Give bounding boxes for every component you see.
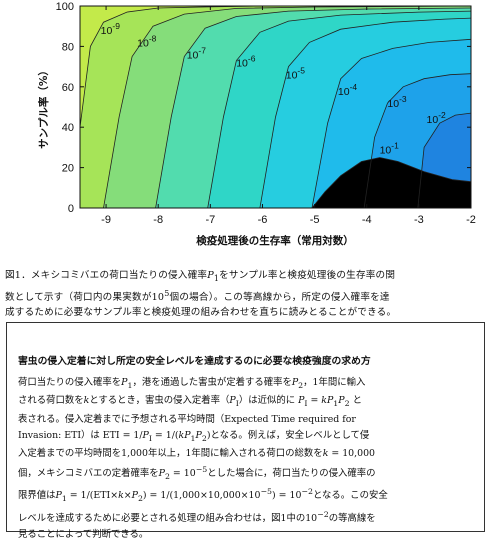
box-line: 荷口当たりの侵入確率をP1，港を通過した害虫が定着する確率をP2，1年間に輸入 — [18, 377, 366, 390]
contour-line — [103, 6, 471, 208]
contour-line — [259, 17, 471, 208]
contour-line — [207, 10, 471, 208]
x-tick-label: -3 — [414, 214, 424, 226]
box-line: 個，メキシコミバエの定着確率をP2 = 10−5とした場合に，荷口当たりの侵入確… — [18, 464, 376, 481]
contour-line — [417, 112, 471, 208]
caption-line-3: 成するために必要なサンプル率と検疫処理の組み合わせを直ちに読みとることができる。 — [5, 307, 397, 319]
contour-figure: -9 -8 -7 -6 -5 -4 -3 -2 0 20 40 60 80 100 10-9 10-8 10… — [0, 0, 493, 268]
contour-label: 10-7 — [187, 45, 207, 61]
y-tick-label: 100 — [56, 1, 74, 13]
x-tick-label: -6 — [258, 214, 268, 226]
x-tick-label: -9 — [101, 214, 111, 226]
box-line: される荷口数をkとするとき，害虫の侵入定着率（PI）は近似的に PI = kP1… — [18, 395, 362, 409]
caption-line-2: 数として示す（荷口内の果実数が105個の場合）。この等高線から，所定の侵入確率を… — [5, 288, 390, 304]
box-line: 表される。侵入定着までに予想される平均時間（Expected Time requ… — [18, 413, 356, 425]
contour-region-fill — [312, 157, 471, 208]
y-tick-label: 40 — [62, 122, 74, 134]
y-tick-label: 20 — [62, 163, 74, 175]
contour-label: 10-3 — [387, 94, 407, 110]
x-tick-label: -2 — [466, 214, 476, 226]
box-line: 入定着までの平均時間を1,000年以上，1年間に輸入される荷口の総数をk = 1… — [18, 448, 375, 459]
x-axis-title: 検疫処理後の生存率（常用対数） — [196, 234, 354, 247]
y-axis-title: サンプル率（%） — [37, 65, 50, 149]
x-tick-label: -8 — [153, 214, 163, 226]
plot-frame — [79, 5, 472, 209]
caption-line-1: 図1．メキシコミバエの荷口当たりの侵入確率P1をサンプル率と検疫処理後の生存率の… — [5, 270, 396, 283]
contour-label: 10-4 — [338, 82, 358, 98]
contour-label: 10-6 — [236, 54, 256, 70]
contour-line — [311, 157, 471, 208]
contour-line — [155, 7, 471, 208]
y-tick-label: 0 — [68, 203, 74, 215]
box-line: Invasion: ETI）は ETI = 1/PI = 1/(kP1P2)とな… — [18, 429, 370, 443]
contour-label: 10-5 — [286, 66, 306, 82]
box-title: 害虫の侵入定着に対し所定の安全レベルを達成するのに必要な検疫強度の求め方 — [18, 356, 371, 367]
contour-chart: -9 -8 -7 -6 -5 -4 -3 -2 0 20 40 60 80 100 10-9 10-8 10… — [37, 1, 476, 247]
contour-label: 10-8 — [137, 33, 157, 49]
contour-line — [363, 73, 471, 208]
figure-caption: 図1．メキシコミバエの荷口当たりの侵入確率P1をサンプル率と検疫処理後の生存率の… — [5, 268, 488, 320]
box-line: 見ることによって判断できる。 — [18, 528, 149, 540]
x-tick-label: -7 — [205, 214, 215, 226]
x-tick-label: -5 — [310, 214, 320, 226]
y-tick-label: 60 — [62, 82, 74, 94]
box-line: 限界値はP1 = 1/(ETI×k×P2) = 1/(1,000×10,000×… — [18, 487, 388, 504]
contour-label: 10-2 — [427, 110, 447, 126]
y-tick-label: 80 — [62, 41, 74, 53]
x-tick-label: -4 — [362, 214, 372, 226]
contour-label: 10-9 — [101, 21, 121, 37]
contour-line — [311, 38, 471, 208]
explanation-box: 害虫の侵入定着に対し所定の安全レベルを達成するのに必要な検疫強度の求め方 荷口当… — [6, 322, 485, 540]
box-line: レベルを達成するために必要とされる処理の組み合わせは，図1中の10−2の等高線を — [18, 509, 376, 524]
box-body: 荷口当たりの侵入確率をP1，港を通過した害虫が定着する確率をP2，1年間に輸入 … — [18, 375, 474, 542]
contour-label: 10-1 — [380, 140, 400, 156]
